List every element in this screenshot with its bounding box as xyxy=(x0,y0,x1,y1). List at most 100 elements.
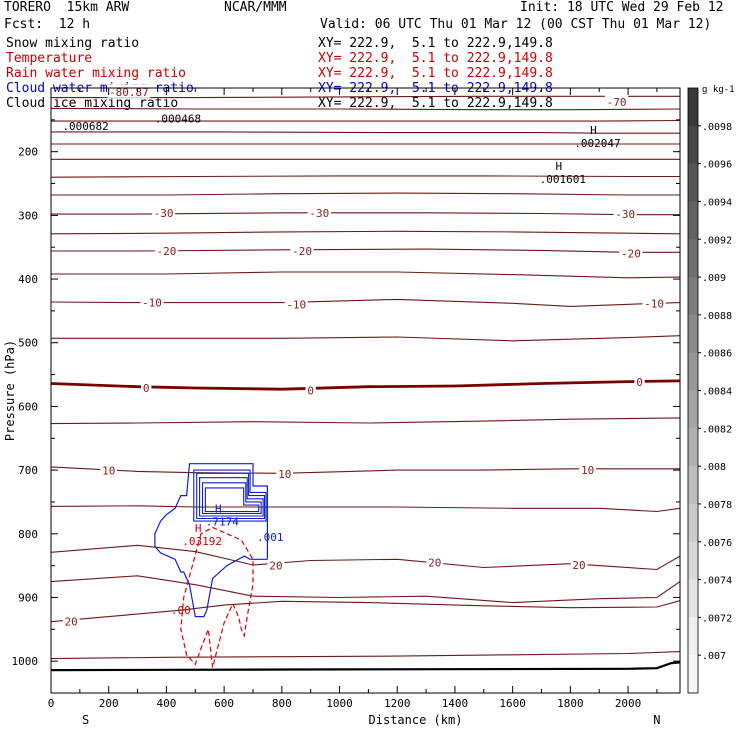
x-axis-title: Distance (km) xyxy=(369,713,463,727)
isotherm-label: -10 xyxy=(142,297,162,310)
y-tick-label: 300 xyxy=(18,209,38,222)
maximum-marker: H xyxy=(195,522,202,535)
contour-value-label: .001 xyxy=(257,531,284,544)
isotherm-label: -10 xyxy=(644,297,664,310)
colorbar-label: .0074 xyxy=(702,576,732,587)
isotherm-label: 0 xyxy=(307,385,314,398)
isotherm-label: 20 xyxy=(269,560,282,573)
isotherm-label-bg xyxy=(570,557,588,571)
surface-line xyxy=(50,661,681,672)
contour-value-label: .000468 xyxy=(155,113,201,126)
field-name-snow: Snow mixing ratio xyxy=(6,36,140,51)
isotherm-label-bg xyxy=(642,296,666,310)
x-tick-label: 1800 xyxy=(557,697,584,710)
forecast-label: Fcst: 12 h xyxy=(4,17,91,32)
y-tick-label: 800 xyxy=(18,528,38,541)
colorbar-label: .007 xyxy=(702,651,726,662)
colorbar-swatch xyxy=(688,617,698,656)
cloud-water-contour-4 xyxy=(204,487,260,513)
colorbar-label: .0094 xyxy=(702,197,732,208)
cloud-water-contour-0 xyxy=(193,469,267,522)
isotherm-label-bg xyxy=(307,205,331,219)
isotherm--30 xyxy=(51,212,680,216)
isotherm-label: 0 xyxy=(143,382,150,395)
isotherm-25 xyxy=(51,575,680,604)
surface-line xyxy=(50,661,681,672)
isotherm-label: 20 xyxy=(428,556,441,569)
isotherm-5 xyxy=(51,417,680,425)
field-xy-temperature: XY= 222.9, 5.1 to 222.9,149.8 xyxy=(318,51,553,66)
rain-water-contours xyxy=(180,526,254,668)
isotherm-label-bg xyxy=(284,297,308,311)
colorbar-label: .0078 xyxy=(702,500,732,511)
isotherm-label-bg xyxy=(604,95,629,109)
isotherm-label-bg xyxy=(290,244,314,258)
y-tick-label: 400 xyxy=(18,273,38,286)
isotherm-label: 20 xyxy=(65,616,78,629)
center-label: NCAR/MMM xyxy=(224,0,287,15)
isotherm--65 xyxy=(51,107,680,111)
isotherm-0 xyxy=(51,379,680,391)
isotherm-label-bg xyxy=(140,295,164,309)
axes: 0 200 400 600 800 1000 1200 1400 1600 1800 2000200… xyxy=(3,88,680,727)
isotherm--60 xyxy=(51,119,680,122)
colorbar-swatch xyxy=(688,503,698,543)
colorbar-swatch xyxy=(688,428,698,467)
plot-border xyxy=(50,87,681,694)
isotherm-label-bg xyxy=(267,558,285,572)
cloud-water-contour-2 xyxy=(199,477,264,517)
x-tick-label: 0 xyxy=(48,697,55,710)
north-label: N xyxy=(653,713,660,727)
x-tick-label: 2000 xyxy=(615,697,642,710)
init-label: Init: 18 UTC Wed 29 Feb 12 xyxy=(520,0,724,15)
colorbar-label: .0072 xyxy=(702,613,732,624)
isotherm-label: -70 xyxy=(607,96,627,109)
colorbar-units: g kg-1 xyxy=(702,85,735,95)
cloud-water-contour-1 xyxy=(196,472,266,520)
isotherm-label-bg xyxy=(141,380,152,394)
isotherm-label: -20 xyxy=(621,248,641,261)
isotherm-label-bg xyxy=(619,246,643,260)
isotherm--40 xyxy=(51,175,680,178)
colorbar-swatch xyxy=(688,314,698,354)
isotherm-20 xyxy=(51,544,680,571)
colorbar-swatch xyxy=(688,352,698,391)
isotherm-label-bg xyxy=(100,463,118,477)
field-name-cloud-ice: Cloud ice mixing ratio xyxy=(6,96,179,111)
y-tick-label: 1000 xyxy=(12,655,39,668)
south-label: S xyxy=(82,713,89,727)
isotherm-label: -20 xyxy=(292,245,312,258)
cloud-water-contours xyxy=(154,463,268,618)
x-tick-label: 1200 xyxy=(384,697,411,710)
y-tick-label: 700 xyxy=(18,464,38,477)
maximum-value: .002047 xyxy=(574,137,620,150)
isotherm--5 xyxy=(51,335,680,342)
isotherm-label: -10 xyxy=(286,299,306,312)
isotherm-label-bg xyxy=(634,375,645,389)
colorbar-label: .0076 xyxy=(702,538,732,549)
isotherm-contours xyxy=(51,95,680,660)
y-tick-label: 200 xyxy=(18,146,38,159)
colorbar-swatch xyxy=(688,541,698,581)
plot-frame xyxy=(50,87,681,694)
x-tick-label: 1000 xyxy=(326,697,353,710)
field-xy-cloud-ice: XY= 222.9, 5.1 to 222.9,149.8 xyxy=(318,96,553,111)
maximum-marker: H xyxy=(556,160,563,173)
y-tick-label: 900 xyxy=(18,591,38,604)
x-tick-label: 1400 xyxy=(442,697,469,710)
colorbar-label: .008 xyxy=(702,462,726,473)
colorbar-label: .0082 xyxy=(702,424,732,435)
isotherm--35 xyxy=(51,192,680,196)
isotherm-label: -30 xyxy=(615,208,635,221)
y-axis-title: Pressure (hPa) xyxy=(3,340,17,441)
isotherm-30 xyxy=(51,600,680,623)
isotherm--55 xyxy=(51,131,680,134)
valid-label: Valid: 06 UTC Thu 01 Mar 12 (00 CST Thu … xyxy=(320,17,712,32)
colorbar-label: .0092 xyxy=(702,235,732,246)
field-name-rain: Rain water mixing ratio xyxy=(6,66,187,81)
colorbar-label: .0088 xyxy=(702,311,732,322)
isotherm-label: 10 xyxy=(102,465,115,478)
maximum-marker: H xyxy=(590,124,597,137)
colorbar-swatch xyxy=(688,163,698,202)
colorbar-label: .0086 xyxy=(702,349,732,360)
